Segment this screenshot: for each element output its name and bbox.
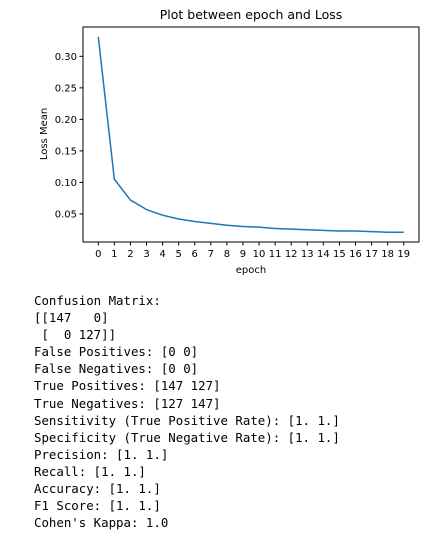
output-line: F1 Score: [1. 1.] xyxy=(34,498,161,514)
x-tick-label: 9 xyxy=(240,249,246,260)
x-tick-label: 6 xyxy=(192,249,198,260)
output-line: Confusion Matrix: xyxy=(34,293,161,308)
plot-frame xyxy=(82,26,420,243)
x-tick-label: 5 xyxy=(175,249,181,260)
y-tick-label: 0.05 xyxy=(55,209,77,220)
output-line: Cohen's Kappa: 1.0 xyxy=(34,515,169,531)
output-line: Specificity (True Negative Rate): [1. 1.… xyxy=(34,429,340,445)
y-tick-label: 0.10 xyxy=(55,178,77,189)
output-line: Precision: [1. 1.] xyxy=(34,446,169,462)
output-line: Recall: [1. 1.] xyxy=(34,463,146,479)
x-tick-label: 13 xyxy=(301,249,314,260)
output-line: True Negatives: [127 147] xyxy=(34,395,221,411)
x-tick-label: 2 xyxy=(127,249,133,260)
chart-title: Plot between epoch and Loss xyxy=(160,7,343,22)
metrics-output: Confusion Matrix: [[147 0] [ 0 127]] False… xyxy=(34,292,340,531)
x-tick-label: 1 xyxy=(111,249,117,260)
y-tick-label: 0.20 xyxy=(55,115,77,126)
x-tick-label: 16 xyxy=(349,249,362,260)
x-tick-label: 4 xyxy=(159,249,165,260)
x-tick-label: 19 xyxy=(397,249,410,260)
output-line: [[147 0] xyxy=(34,310,109,326)
x-tick-label: 0 xyxy=(95,249,101,260)
x-axis: 0 1 2 3 4 5 6 7 8 9 10 11 12 13 14 15 16 17 18 19 xyxy=(95,242,410,260)
y-tick-label: 0.30 xyxy=(55,52,77,63)
x-tick-label: 15 xyxy=(333,249,346,260)
x-tick-label: 18 xyxy=(381,249,394,260)
output-line: Sensitivity (True Positive Rate): [1. 1.… xyxy=(34,412,340,428)
x-tick-label: 3 xyxy=(143,249,149,260)
output-line: True Positives: [147 127] xyxy=(34,378,221,394)
x-tick-label: 10 xyxy=(253,249,266,260)
output-line: Accuracy: [1. 1.] xyxy=(34,481,161,497)
loss-series-line xyxy=(97,36,404,233)
y-axis-label: Loss Mean xyxy=(39,108,50,160)
x-tick-label: 17 xyxy=(365,249,378,260)
x-tick-label: 12 xyxy=(285,249,298,260)
loss-chart: Plot between epoch and Loss 0.05 0.10 0.15… xyxy=(39,7,420,276)
y-tick-label: 0.15 xyxy=(55,146,77,157)
output-line: False Negatives: [0 0] xyxy=(34,361,199,377)
y-tick-label: 0.25 xyxy=(55,83,77,94)
x-tick-label: 7 xyxy=(208,249,214,260)
output-line: [ 0 127]] xyxy=(34,327,117,343)
y-axis: 0.05 0.10 0.15 0.20 0.25 0.30 xyxy=(55,52,83,220)
x-axis-label: epoch xyxy=(236,265,266,276)
x-tick-label: 14 xyxy=(317,249,330,260)
output-line: False Positives: [0 0] xyxy=(34,344,199,360)
x-tick-label: 8 xyxy=(224,249,230,260)
x-tick-label: 11 xyxy=(269,249,282,260)
